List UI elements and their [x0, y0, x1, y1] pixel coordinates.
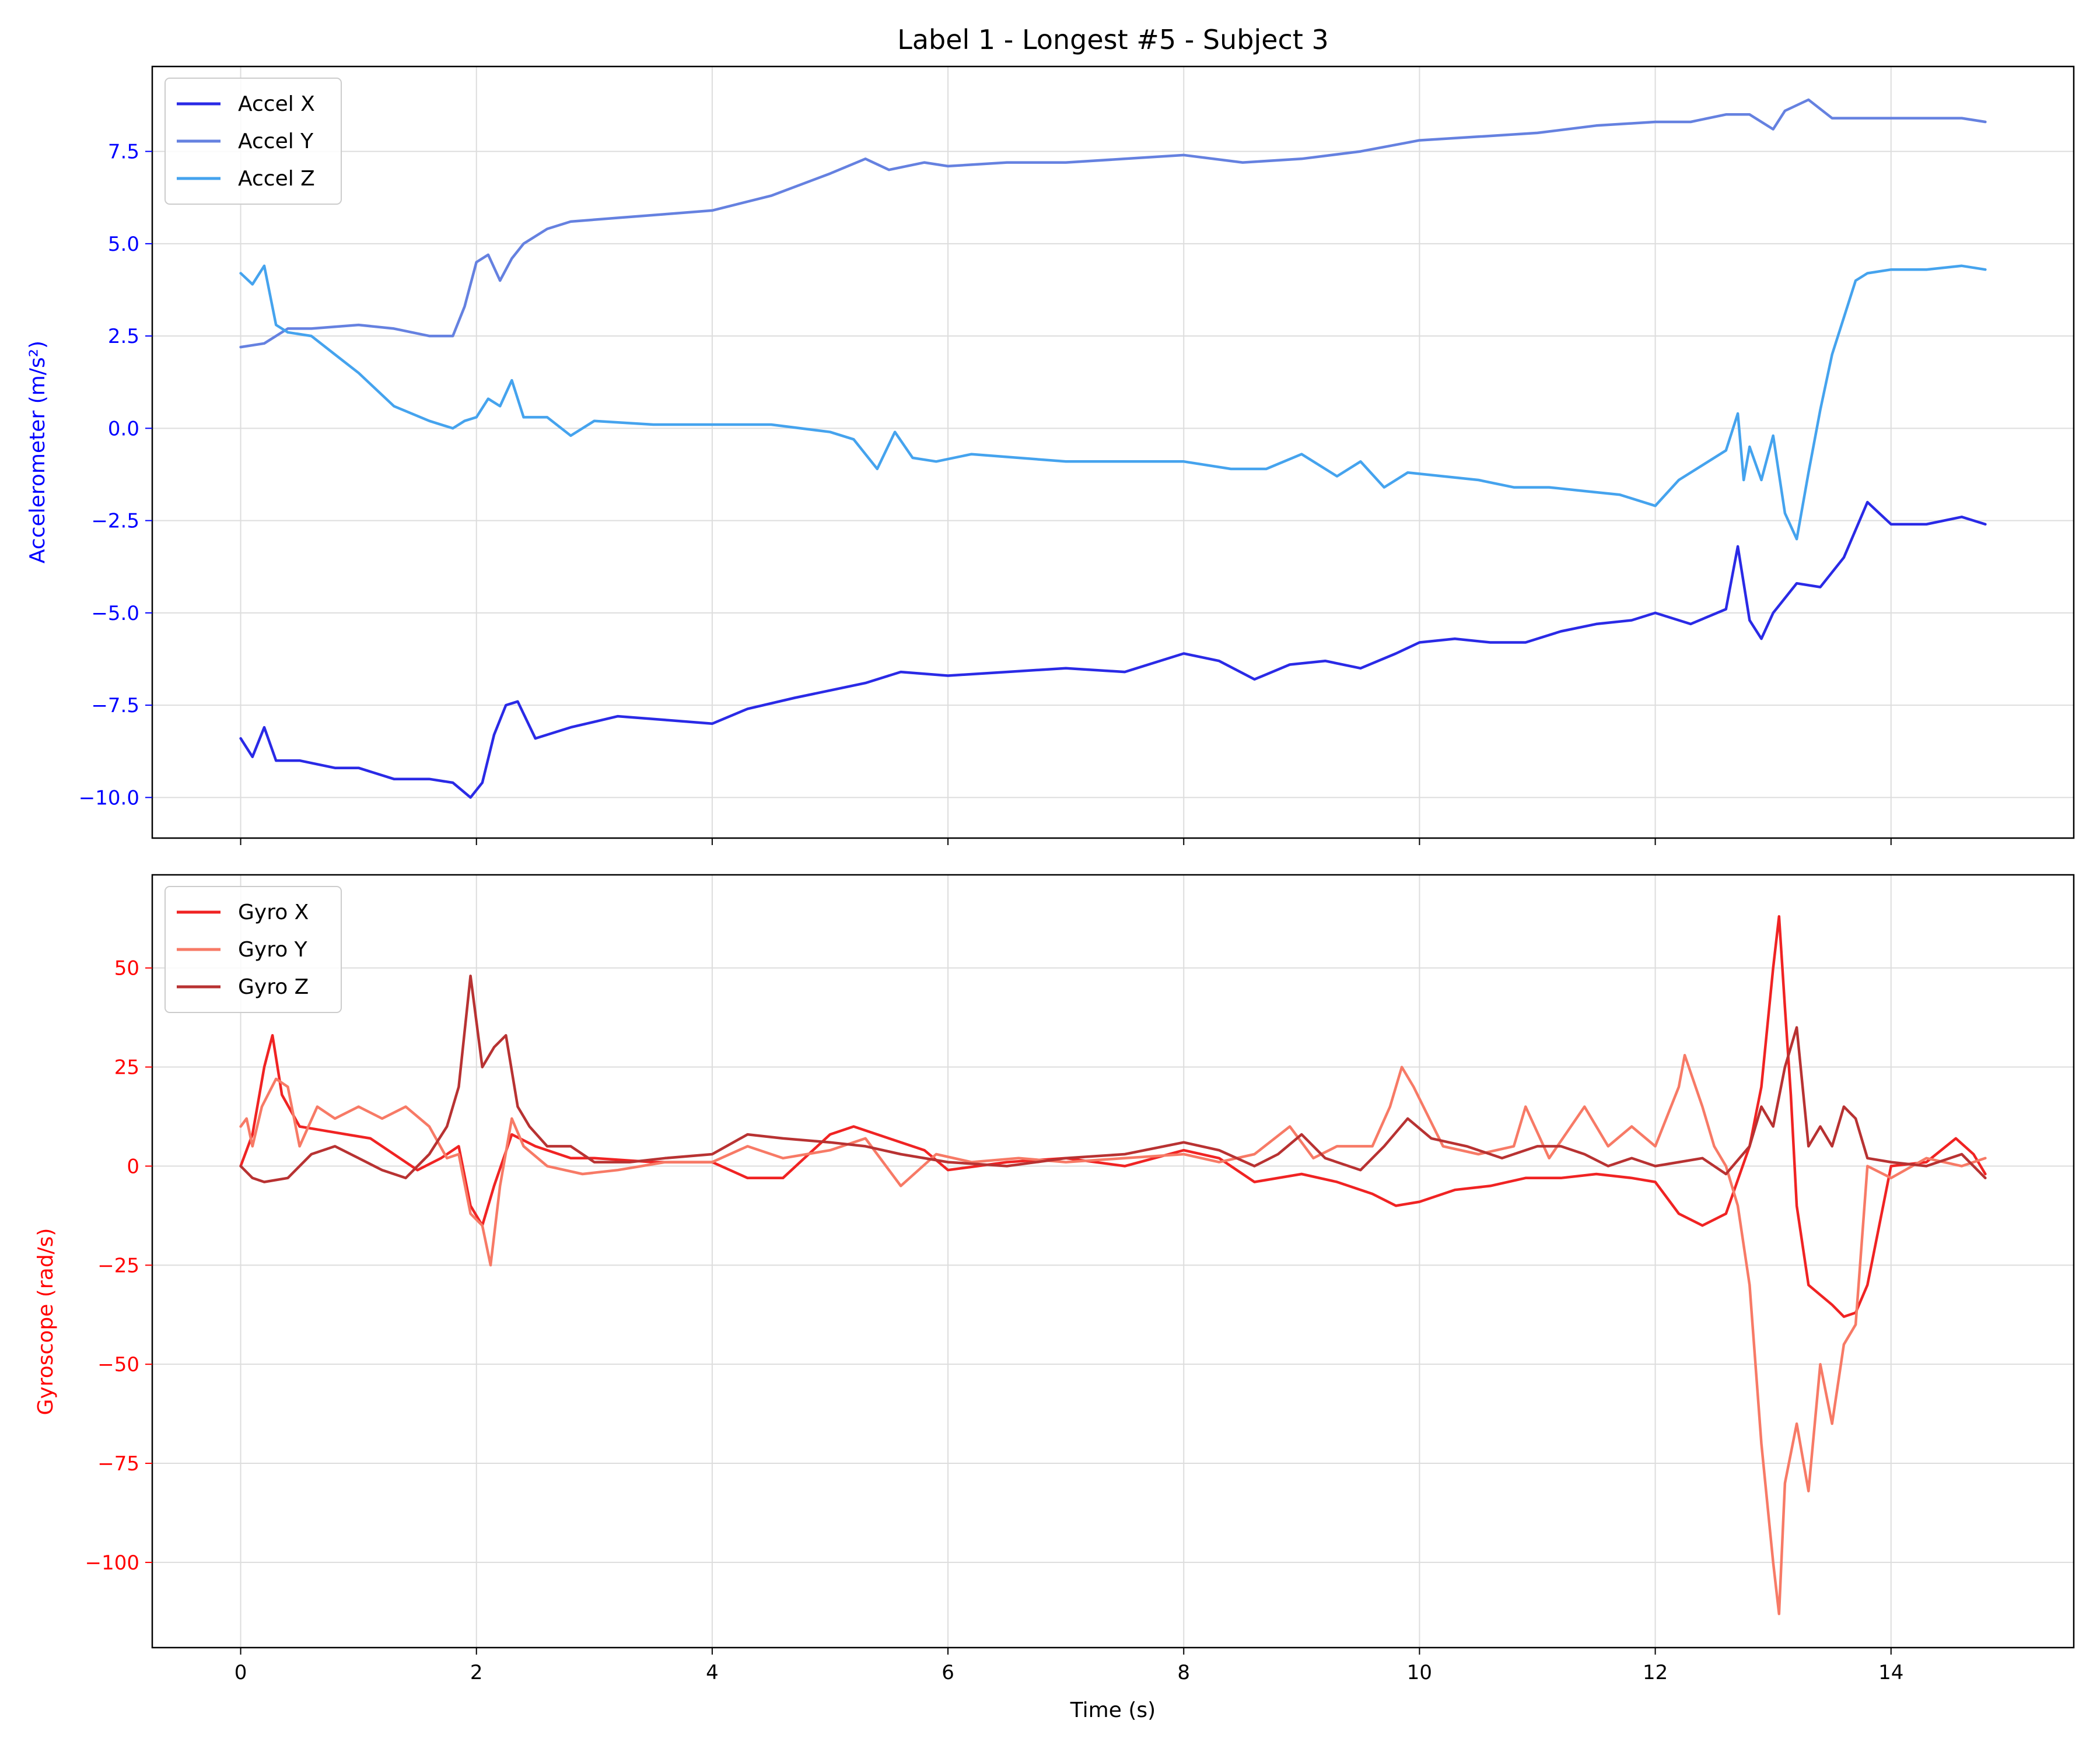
- time-axis-label: Time (s): [1070, 1698, 1156, 1722]
- y-tick-label: 0: [127, 1155, 139, 1178]
- series-lines: [239, 98, 1987, 799]
- axes-frame: [151, 65, 2075, 839]
- axes-frame: [151, 874, 2075, 1649]
- y-tick-label: −75: [97, 1452, 139, 1476]
- series-line-gyro-y: [239, 1053, 1987, 1616]
- series-line-gyro-z: [239, 975, 1987, 1183]
- series-line-accel-x: [239, 500, 1987, 799]
- series-line-gyro-x: [239, 915, 1987, 1318]
- x-tick-label: 12: [1643, 1661, 1668, 1684]
- x-tick-label: 0: [235, 1661, 247, 1684]
- y-tick-label: −50: [97, 1353, 139, 1376]
- legend: Accel X Accel Y Accel Z: [164, 78, 342, 205]
- accelerometer-axis-label: Accelerometer (m/s²): [26, 341, 50, 563]
- legend-label: Gyro X: [238, 900, 309, 924]
- y-tick-label: −7.5: [91, 694, 139, 717]
- y-tick-label: −5.0: [91, 602, 139, 625]
- legend-label: Accel X: [238, 92, 315, 116]
- x-tick-label: 14: [1878, 1661, 1903, 1684]
- x-tick-label: 4: [706, 1661, 719, 1684]
- x-tick-label: 10: [1407, 1661, 1432, 1684]
- figure-title: Label 1 - Longest #5 - Subject 3: [897, 24, 1329, 55]
- legend-label: Gyro Y: [238, 938, 308, 962]
- legend-label: Accel Z: [238, 167, 315, 191]
- y-tick-label: 2.5: [108, 325, 139, 348]
- legend-box: [164, 886, 342, 1013]
- y-tick-label: 7.5: [108, 141, 139, 164]
- y-tick-label: 5.0: [108, 233, 139, 256]
- x-tick-label: 8: [1177, 1661, 1190, 1684]
- y-tick-label: 0.0: [108, 417, 139, 440]
- y-tick-label: −25: [97, 1254, 139, 1277]
- series-lines: [239, 915, 1987, 1616]
- series-line-accel-y: [239, 98, 1987, 349]
- y-tick-label: 25: [114, 1056, 139, 1080]
- legend-label: Accel Y: [238, 129, 314, 153]
- y-tick-label: 50: [114, 957, 139, 980]
- legend: Gyro X Gyro Y Gyro Z: [164, 886, 342, 1013]
- legend-box: [164, 78, 342, 205]
- y-tick-label: −100: [85, 1551, 139, 1575]
- legend-label: Gyro Z: [238, 975, 309, 999]
- gyroscope-axis-label: Gyroscope (rad/s): [34, 1228, 58, 1415]
- series-line-accel-z: [239, 264, 1987, 541]
- y-tick-label: −2.5: [91, 510, 139, 533]
- x-tick-label: 6: [942, 1661, 954, 1684]
- y-tick-label: −10.0: [79, 786, 139, 810]
- x-tick-label: 2: [470, 1661, 483, 1684]
